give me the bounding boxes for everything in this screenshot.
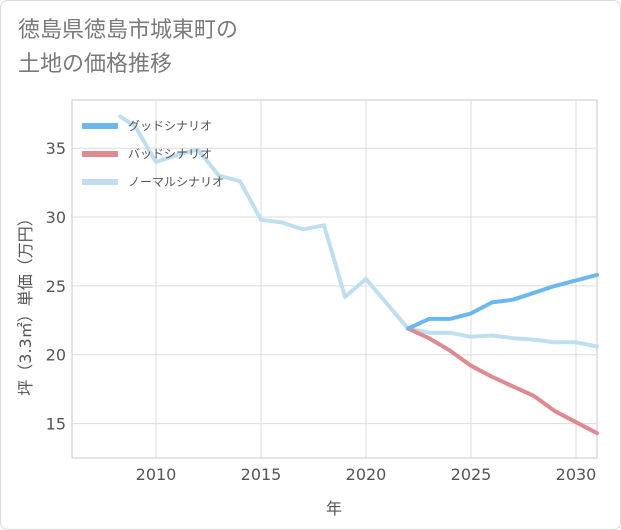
legend-label: グッドシナリオ [128, 119, 212, 133]
series-lines [118, 114, 599, 436]
y-tick-label: 20 [46, 346, 66, 365]
x-axis-ticks: 2010 2015 2020 2025 2030 [136, 465, 597, 484]
chart-title-line-2: 土地の価格推移 [18, 52, 173, 77]
legend-label: ノーマルシナリオ [128, 175, 224, 189]
y-tick-label: 30 [46, 208, 66, 227]
chart-title-line-1: 徳島県徳島市城東町の [18, 18, 239, 43]
x-axis-label: 年 [326, 499, 342, 518]
y-tick-label: 35 [46, 139, 66, 158]
plot-area [71, 99, 598, 459]
series-line-1 [406, 272, 599, 331]
x-tick-label: 2030 [556, 465, 597, 484]
legend-label: バッドシナリオ [128, 147, 212, 161]
y-axis-ticks: 15 20 25 30 35 [46, 139, 66, 433]
y-tick-label: 25 [46, 277, 66, 296]
x-tick-label: 2010 [136, 465, 177, 484]
series-line-2 [406, 326, 599, 436]
y-axis-label: 坪（3.3㎡）単価（万円） [16, 210, 35, 395]
x-tick-label: 2025 [451, 465, 492, 484]
series-line-3 [118, 114, 599, 349]
x-tick-label: 2015 [241, 465, 282, 484]
chart-title: 徳島県徳島市城東町の 土地の価格推移 [18, 14, 238, 82]
y-tick-label: 15 [46, 415, 66, 434]
gridlines [72, 100, 597, 458]
x-tick-label: 2020 [346, 465, 387, 484]
